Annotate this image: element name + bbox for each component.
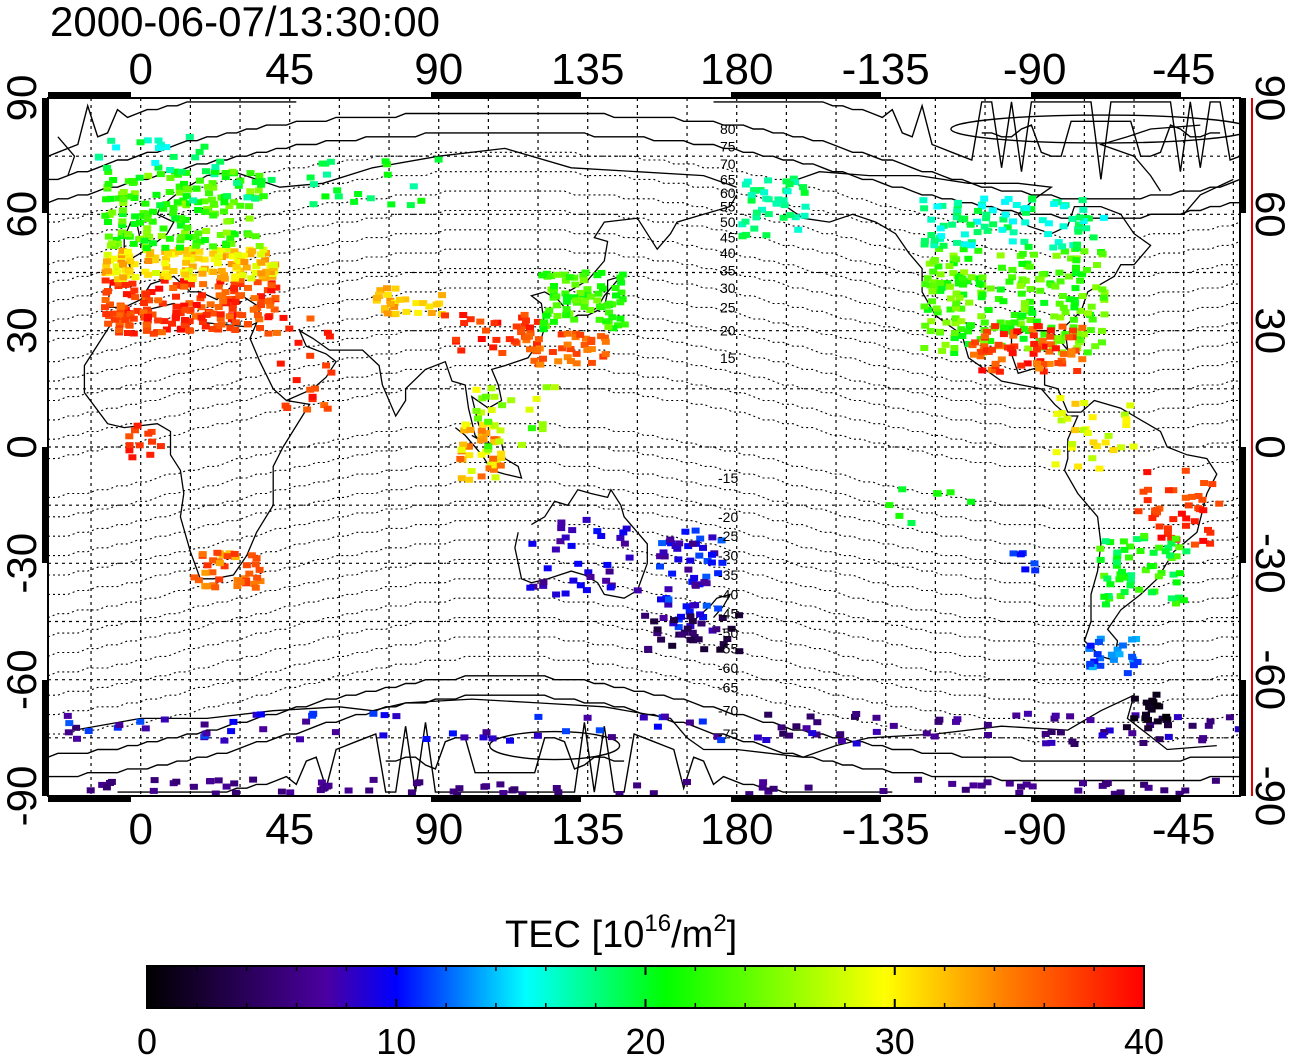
latitude-tick-label: -30 [1247, 533, 1292, 594]
latitude-tick-label: 0 [1247, 435, 1292, 458]
coastlines [57, 124, 1234, 758]
latitude-tick-label: 30 [1247, 307, 1292, 354]
contour-label: -75 [718, 726, 738, 742]
longitude-tick-label: 135 [551, 45, 624, 94]
longitude-tick-label: -45 [1152, 45, 1216, 94]
contour-label: 20 [720, 323, 736, 339]
contour-label: -50 [718, 625, 738, 641]
contour-label: -20 [718, 509, 738, 525]
contour-label: -45 [718, 606, 738, 622]
contour-label: 35 [720, 263, 736, 279]
latitude-tick-label: -60 [1247, 649, 1292, 710]
latitude-tick-label: -90 [1247, 766, 1292, 827]
timestamp-title: 2000-06-07/13:30:00 [50, 0, 440, 45]
latitude-tick-label: -30 [0, 533, 45, 594]
longitude-tick-label: 135 [551, 805, 624, 854]
latitude-ticks-right: 90 60 30 0 -30 -60 -90 [1247, 75, 1292, 827]
latitude-tick-label: 90 [1247, 75, 1292, 122]
colorbar-tick-label: 30 [875, 1021, 915, 1057]
longitude-tick-label: -135 [842, 45, 930, 94]
longitude-tick-label: -90 [1003, 45, 1067, 94]
longitude-tick-label: 180 [700, 45, 773, 94]
contour-label: -70 [718, 703, 738, 719]
longitude-ticks-top: 0 45 90 135 180 -135 -90 -45 [128, 45, 1215, 94]
longitude-tick-label: 45 [265, 45, 314, 94]
longitude-tick-label: -45 [1152, 805, 1216, 854]
longitude-tick-label: -90 [1003, 805, 1067, 854]
latitude-tick-label: 30 [0, 307, 45, 354]
contour-label: -65 [718, 679, 738, 695]
latitude-ticks-left: 90 60 30 0 -30 -60 -90 [0, 75, 45, 827]
longitude-tick-label: 0 [128, 45, 152, 94]
contour-label: -15 [718, 470, 738, 486]
axis-bars [42, 92, 1246, 802]
contour-label: 15 [720, 350, 736, 366]
latitude-tick-label: -90 [0, 766, 45, 827]
contour-label: -25 [718, 528, 738, 544]
latitude-tick-label: 90 [0, 75, 45, 122]
contour-label: -40 [718, 586, 738, 602]
colorbar-tick-label: 20 [625, 1021, 665, 1057]
contour-label: 65 [720, 171, 736, 187]
colorbar-tick-label: 40 [1124, 1021, 1164, 1057]
latitude-tick-label: -60 [0, 649, 45, 710]
longitude-tick-label: 90 [414, 45, 463, 94]
contour-label: 50 [720, 214, 736, 230]
latitude-tick-label: 60 [1247, 191, 1292, 238]
latitude-tick-label: 60 [0, 191, 45, 238]
colorbar-tick-label: 10 [376, 1021, 416, 1057]
colorbar: TEC [1016/m2] 0 10 20 30 40 [137, 910, 1164, 1057]
longitude-tick-label: -135 [842, 805, 930, 854]
colorbar-tick-label: 0 [137, 1021, 157, 1057]
longitude-ticks-bottom: 0 45 90 135 180 -135 -90 -45 [128, 805, 1215, 854]
contour-label: -60 [718, 660, 738, 676]
latitude-tick-label: 0 [0, 435, 45, 458]
contour-label: 60 [720, 185, 736, 201]
tec-data-cells [63, 133, 1240, 796]
contour-label: -30 [718, 548, 738, 564]
contour-label: -35 [718, 567, 738, 583]
longitude-tick-label: 45 [265, 805, 314, 854]
contour-label: 75 [720, 138, 736, 154]
longitude-tick-label: 0 [128, 805, 152, 854]
contour-label: 45 [720, 230, 736, 246]
contour-label: 40 [720, 245, 736, 261]
contour-label: 25 [720, 299, 736, 315]
contour-label: 80 [720, 121, 736, 137]
longitude-tick-label: 180 [700, 805, 773, 854]
contour-label: 30 [720, 280, 736, 296]
contour-label: 70 [720, 156, 736, 172]
contour-label: -55 [718, 641, 738, 657]
colorbar-title: TEC [1016/m2] [505, 910, 737, 956]
colorbar-ticks: 0 10 20 30 40 [137, 966, 1164, 1057]
contour-label: 55 [720, 199, 736, 215]
longitude-tick-label: 90 [414, 805, 463, 854]
